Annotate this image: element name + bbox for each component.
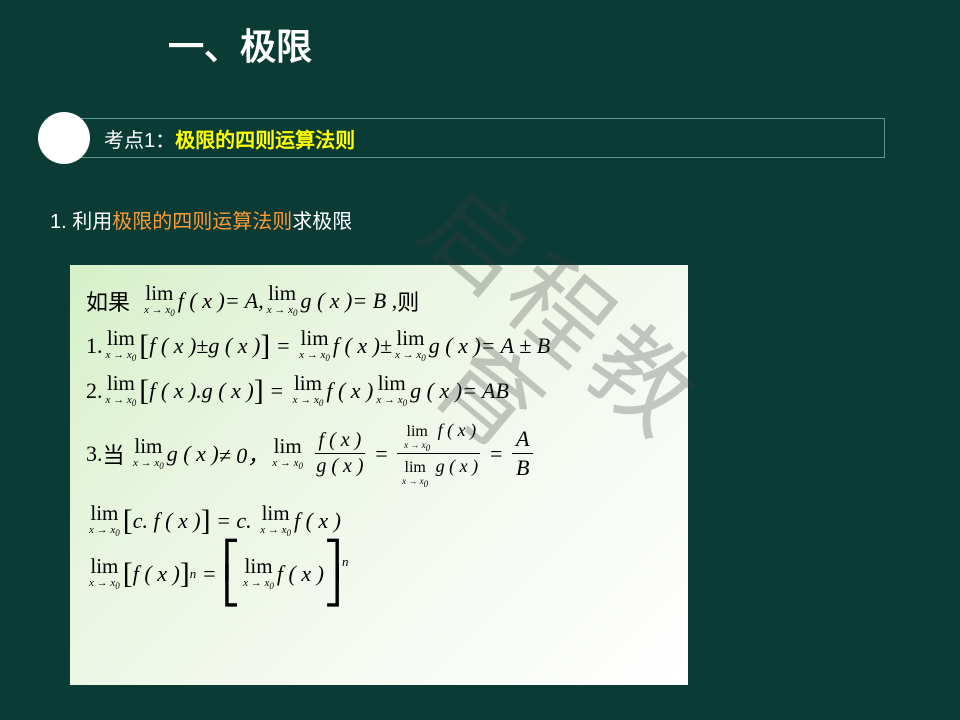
formula-rule-1: 1. limx → x0 [ f ( x ) ± g ( x ) ] = lim…	[86, 328, 672, 363]
limit-symbol: limx → x0	[267, 283, 298, 318]
subtitle-suffix: 求极限	[292, 211, 352, 233]
f-of-x: f ( x )	[178, 288, 225, 314]
topic-prefix: 考点1：	[104, 130, 175, 152]
formula-rule-4: limx → x0 [c. f ( x )] = c. limx → x0 f …	[86, 503, 672, 538]
topic-highlight: 极限的四则运算法则	[175, 130, 355, 152]
eq-a: = A	[225, 288, 258, 314]
premise-suffix: 则	[397, 285, 419, 317]
formula-rule-5: limx → x0 [ f ( x ) ]n = ⎡⎣ limx → x0 f …	[86, 548, 672, 598]
subtitle: 1. 利用极限的四则运算法则求极限	[50, 205, 352, 234]
formula-rule-2: 2. limx → x0 [ f ( x ) . g ( x ) ] = lim…	[86, 373, 672, 408]
eq-b: = B	[352, 288, 386, 314]
subtitle-highlight: 极限的四则运算法则	[112, 211, 292, 233]
topic-bar: 考点1：极限的四则运算法则	[75, 118, 885, 158]
subtitle-prefix: 1. 利用	[50, 211, 112, 233]
limit-symbol: limx → x0	[144, 283, 175, 318]
formula-premise: 如果 limx → x0 f ( x ) = A , limx → x0 g (…	[86, 283, 672, 318]
page-title: 一、极限	[168, 18, 312, 70]
premise-prefix: 如果	[86, 285, 130, 317]
formula-rule-3: 3. 当 limx → x0 g ( x ) ≠ 0， limx → x0 f …	[86, 419, 672, 490]
g-of-x: g ( x )	[300, 288, 352, 314]
formula-box: 如果 limx → x0 f ( x ) = A , limx → x0 g (…	[70, 265, 688, 685]
bullet-circle	[38, 112, 90, 164]
